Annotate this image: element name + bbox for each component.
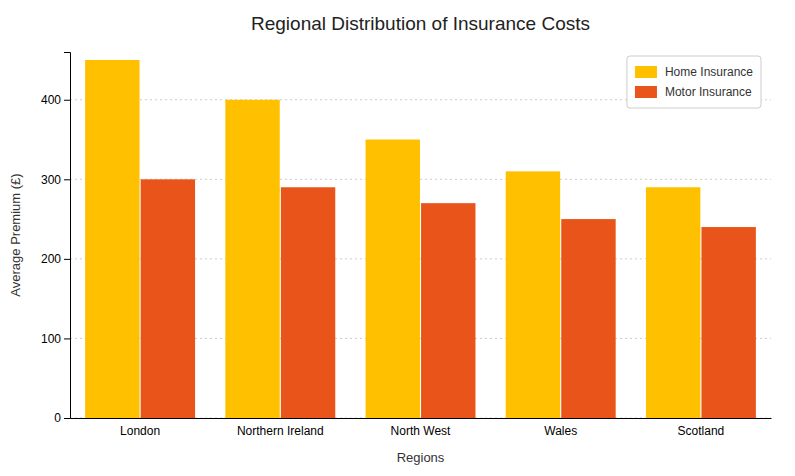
x-tick-label: Scotland (678, 424, 725, 438)
x-tick-label: Wales (544, 424, 577, 438)
legend-swatch (635, 86, 657, 98)
y-tick-mark (64, 418, 70, 419)
y-tick-mark (64, 338, 70, 339)
legend-item: Home Insurance (635, 65, 753, 79)
bar-series (85, 60, 700, 418)
y-tick: 300 (41, 173, 70, 187)
bar (366, 140, 420, 418)
legend-label: Home Insurance (665, 65, 753, 79)
y-axis-line (64, 53, 71, 419)
x-axis-line (71, 418, 772, 419)
legend-box (627, 56, 761, 108)
y-tick-label: 200 (41, 252, 61, 266)
y-tick-label: 100 (41, 332, 61, 346)
bar (225, 100, 279, 418)
x-tick: North West (391, 424, 451, 438)
chart: 0 100 200 300 400 London Northern Ireland North… (0, 0, 795, 476)
legend-label: Motor Insurance (665, 85, 752, 99)
legend-swatch (635, 66, 657, 78)
y-axis: 0 100 200 300 400 (41, 53, 71, 426)
bar (561, 219, 615, 418)
y-tick: 100 (41, 332, 70, 346)
bar (701, 227, 755, 418)
x-tick: Wales (544, 424, 577, 438)
x-tick-label: London (120, 424, 160, 438)
x-axis-title: Regions (397, 450, 445, 465)
bar (646, 187, 700, 418)
bars (85, 60, 756, 418)
y-tick-label: 300 (41, 173, 61, 187)
bar (281, 187, 335, 418)
legend: Home Insurance Motor Insurance (627, 56, 761, 108)
y-axis-title: Average Premium (£) (8, 173, 23, 296)
y-tick-label: 400 (41, 93, 61, 107)
bar (141, 179, 195, 418)
x-tick-label: Northern Ireland (237, 424, 324, 438)
plot-area: 0 100 200 300 400 London Northern Ireland North… (41, 53, 772, 438)
x-tick-label: North West (391, 424, 451, 438)
bar-series (141, 179, 756, 418)
bar (421, 203, 475, 418)
x-axis: London Northern Ireland North West Wales Sco… (71, 419, 772, 438)
bar (85, 60, 139, 418)
title: Regional Distribution of Insurance Costs (251, 13, 590, 34)
y-tick-mark (64, 179, 70, 180)
grid (70, 100, 771, 418)
y-tick-mark (64, 100, 70, 101)
x-tick: London (120, 424, 160, 438)
x-tick: Scotland (678, 424, 725, 438)
legend-item: Motor Insurance (635, 85, 752, 99)
x-tick: Northern Ireland (237, 424, 324, 438)
y-tick: 400 (41, 93, 70, 107)
y-tick-mark (64, 259, 70, 260)
y-tick-label: 0 (54, 411, 61, 425)
bar (506, 171, 560, 418)
y-tick: 200 (41, 252, 70, 266)
y-tick: 0 (54, 411, 70, 425)
